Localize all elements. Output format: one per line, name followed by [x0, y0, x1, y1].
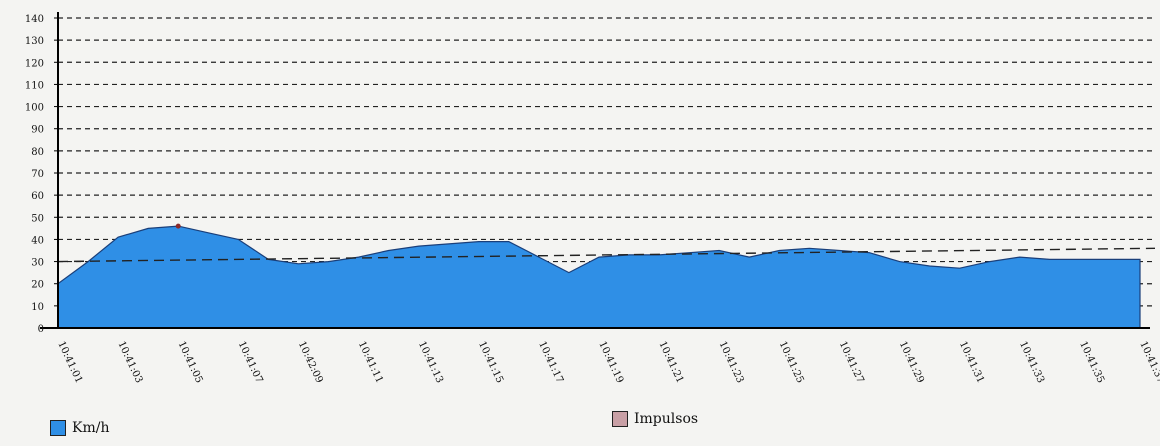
x-tick-label: 10:41:27	[837, 340, 866, 385]
x-tick-label: 10:41:29	[897, 340, 926, 385]
series-kmh-area	[57, 225, 1141, 329]
y-tick-label: 0	[38, 324, 44, 335]
y-tick-label: 120	[25, 58, 44, 69]
legend-item-kmh: Km/h	[50, 420, 109, 436]
x-tick-label: 10:41:37	[1137, 340, 1160, 385]
y-tick-label: 140	[25, 14, 44, 25]
y-tick-label: 30	[31, 258, 44, 269]
x-tick-label: 10:41:13	[416, 340, 445, 385]
legend-swatch-kmh	[50, 420, 66, 436]
y-tick-label: 20	[31, 280, 44, 291]
y-tick-label: 10	[31, 302, 44, 313]
y-tick-label: 40	[31, 235, 44, 246]
y-tick-label: 100	[25, 103, 44, 114]
y-tick-label: 110	[25, 80, 44, 91]
x-tick-label: 10:41:31	[957, 340, 986, 385]
x-tick-label: 10:41:33	[1017, 340, 1046, 385]
x-tick-labels: 10:41:01 10:41:03 10:41:05 10:41:07 10:42:09…	[55, 340, 1160, 385]
x-tick-label: 10:41:19	[596, 340, 625, 385]
x-tick-label: 10:41:03	[115, 340, 144, 385]
x-tick-label: 10:41:05	[176, 340, 205, 385]
y-tick-label: 60	[31, 191, 44, 202]
x-tick-label: 10:41:17	[536, 340, 565, 385]
y-tick-label: 70	[31, 169, 44, 180]
y-tick-label: 80	[31, 147, 44, 158]
y-tick-label: 130	[25, 36, 44, 47]
x-tick-label: 10:41:25	[777, 340, 806, 385]
peak-point	[175, 223, 181, 229]
legend-label-impulsos: Impulsos	[634, 411, 699, 427]
x-tick-label: 10:41:01	[55, 340, 84, 385]
legend-label-kmh: Km/h	[72, 420, 110, 436]
x-tick-label: 10:41:11	[356, 340, 385, 385]
x-tick-label: 10:42:09	[296, 340, 325, 385]
x-tick-label: 10:41:21	[656, 340, 685, 385]
x-tick-label: 10:41:15	[476, 340, 505, 385]
y-tick-labels: 0 10 20 30 40 50 60 70 80 90 100 110 120 130 140	[25, 14, 58, 335]
axes	[40, 12, 1150, 329]
reference-line	[57, 247, 1156, 263]
y-tick-label: 50	[31, 213, 44, 224]
y-tick-label: 90	[31, 125, 44, 136]
x-tick-label: 10:41:35	[1077, 340, 1106, 385]
series-area	[57, 223, 1156, 329]
legend-item-impulsos: Impulsos	[612, 411, 698, 427]
x-tick-label: 10:41:07	[236, 340, 265, 385]
x-tick-label: 10:41:23	[717, 340, 746, 385]
legend-swatch-impulsos	[612, 411, 628, 427]
